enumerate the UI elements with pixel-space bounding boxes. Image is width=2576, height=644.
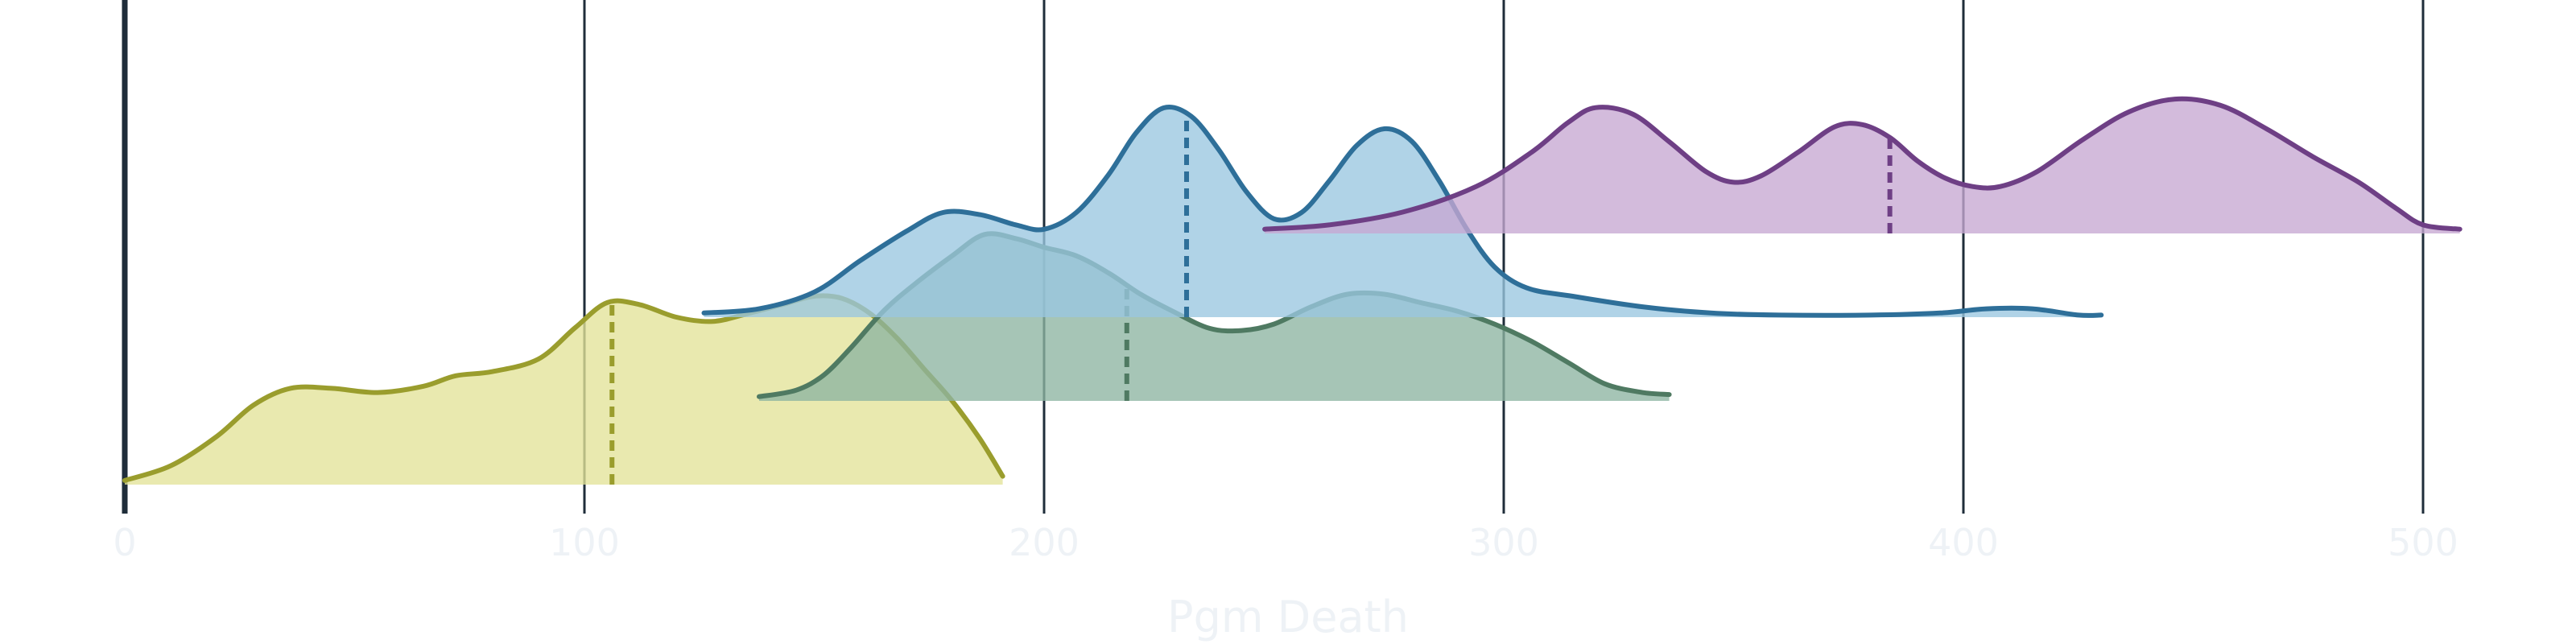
x-tick-label-300: 300 [1468,521,1539,564]
x-tick-label-500: 500 [2388,521,2458,564]
x-tick-label-100: 100 [549,521,620,564]
ridge-area [125,295,1003,485]
gridlines [122,0,2425,514]
ridge-area [1265,98,2460,234]
x-tick-label-0: 0 [113,521,136,564]
x-axis-label: Pgm Death [1167,592,1409,642]
x-tick-label-200: 200 [1009,521,1080,564]
ridges [122,96,2462,485]
x-tick-label-400: 400 [1928,521,1999,564]
ridge-outline [701,104,2104,318]
ridge-outline [1262,96,2462,232]
ridge-4 [1262,96,2462,234]
x-tick-labels: 0 100 200 300 400 500 [113,521,2458,564]
